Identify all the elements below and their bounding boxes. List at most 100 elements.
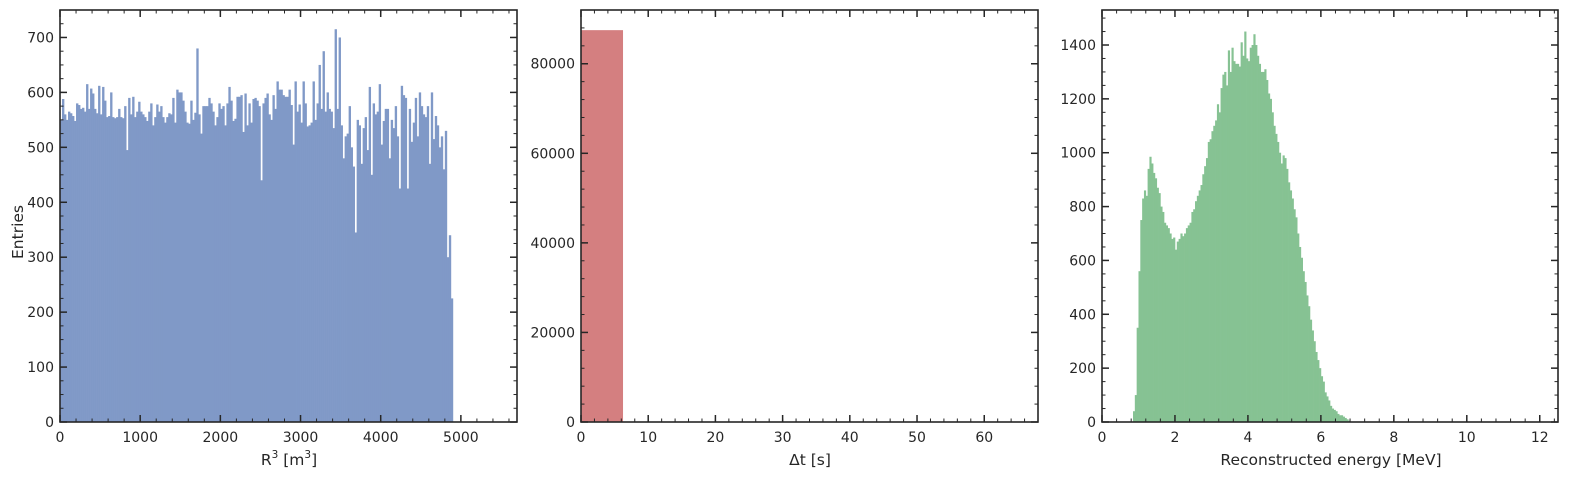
histogram-bar bbox=[1313, 341, 1316, 422]
histogram-bar bbox=[360, 163, 364, 422]
y-tick-label: 20000 bbox=[530, 325, 575, 341]
histogram-bar bbox=[222, 106, 225, 422]
histogram-bar bbox=[1339, 415, 1342, 422]
histogram-bar bbox=[112, 117, 115, 423]
histogram-bar bbox=[1262, 71, 1265, 423]
histogram-bar bbox=[426, 106, 430, 422]
histogram-bar bbox=[278, 89, 281, 423]
histogram-bar bbox=[172, 97, 175, 422]
histogram-bar bbox=[396, 136, 400, 422]
histogram-bar bbox=[412, 122, 416, 423]
histogram-bar bbox=[368, 86, 372, 422]
histogram-bar bbox=[1277, 141, 1280, 422]
histogram-bar bbox=[1162, 211, 1165, 422]
histogram-bar bbox=[168, 113, 171, 423]
histogram-bar bbox=[581, 30, 624, 423]
histogram-bar bbox=[1176, 241, 1179, 422]
histogram-bar bbox=[1189, 222, 1192, 422]
panel-dt-histogram: 0 10 20 30 40 50 60 0 20000 40000 60000 80000 bbox=[530, 9, 1039, 446]
histogram-bar bbox=[1278, 152, 1282, 422]
histogram-bar bbox=[146, 120, 149, 422]
histogram-bar bbox=[280, 89, 283, 423]
histogram-bar bbox=[1145, 195, 1148, 422]
histogram-bar bbox=[1253, 34, 1256, 423]
x-tick-label: 1000 bbox=[122, 430, 158, 446]
histogram-bar bbox=[1171, 238, 1174, 422]
histogram-bar bbox=[72, 116, 75, 423]
histogram-bar bbox=[224, 125, 227, 423]
histogram-bar bbox=[1180, 233, 1183, 422]
histogram-bar bbox=[1156, 187, 1159, 422]
histogram-bar bbox=[362, 128, 366, 423]
histogram-bar bbox=[1182, 236, 1185, 422]
y-tick-label: 0 bbox=[566, 415, 575, 431]
histogram-bar bbox=[352, 166, 355, 422]
histogram-bar bbox=[326, 92, 329, 423]
histogram-bar bbox=[324, 111, 327, 422]
histogram-bar bbox=[106, 117, 109, 423]
histogram-bar bbox=[316, 103, 319, 422]
histogram-bar bbox=[242, 131, 245, 422]
histogram-bar bbox=[122, 118, 125, 422]
histogram-bar bbox=[1242, 55, 1245, 422]
histogram-bar bbox=[1236, 63, 1240, 423]
histogram-bar bbox=[390, 119, 394, 423]
histogram-bar bbox=[1187, 225, 1190, 422]
histogram-bar bbox=[186, 122, 189, 423]
histogram-bar bbox=[1258, 63, 1262, 423]
histogram-bar bbox=[258, 106, 261, 422]
histogram-bar bbox=[232, 120, 235, 422]
histogram-bar bbox=[1211, 131, 1214, 422]
panel-r3-histogram: 0 1000 2000 3000 4000 5000 0 100 200 300 400 500 600… bbox=[27, 9, 518, 446]
histogram-bar bbox=[1297, 233, 1300, 422]
histogram-bar bbox=[306, 126, 309, 423]
histogram-bar bbox=[1231, 47, 1234, 422]
histogram-bar bbox=[170, 114, 173, 423]
histogram-bar bbox=[1284, 158, 1287, 422]
histogram-bar bbox=[398, 188, 402, 422]
histogram-bar bbox=[318, 64, 321, 423]
panel3-bars bbox=[1133, 31, 1351, 423]
histogram-bar bbox=[216, 117, 219, 423]
histogram-bar bbox=[1309, 319, 1313, 422]
histogram-bar bbox=[1273, 125, 1276, 422]
histogram-bar bbox=[310, 122, 313, 423]
histogram-bar bbox=[1249, 47, 1252, 422]
y-tick-label: 700 bbox=[27, 30, 54, 46]
histogram-bar bbox=[374, 114, 378, 423]
histogram-bar bbox=[1317, 360, 1320, 422]
y-tick-label: 400 bbox=[27, 195, 54, 211]
x-tick-label: 30 bbox=[774, 430, 792, 446]
histogram-bar bbox=[1280, 163, 1283, 423]
histogram-bar bbox=[1267, 93, 1271, 422]
panel2-xlabel: Δt [s] bbox=[789, 451, 831, 469]
histogram-bar bbox=[156, 104, 159, 423]
histogram-bar bbox=[388, 158, 392, 422]
histogram-bar bbox=[124, 106, 127, 422]
histogram-bar bbox=[288, 89, 291, 423]
histogram-bar bbox=[418, 92, 422, 423]
histogram-bar bbox=[1140, 220, 1143, 422]
histogram-bar bbox=[1164, 222, 1167, 422]
histogram-bar bbox=[190, 100, 193, 422]
y-tick-label: 600 bbox=[1069, 253, 1096, 269]
histogram-bar bbox=[332, 128, 335, 423]
histogram-bar bbox=[118, 108, 121, 422]
x-tick-label: 5000 bbox=[443, 430, 479, 446]
histogram-bar bbox=[1216, 104, 1220, 422]
histogram-bar bbox=[120, 117, 123, 423]
histogram-bar bbox=[126, 150, 129, 422]
histogram-bar bbox=[160, 106, 163, 422]
histogram-bar bbox=[366, 150, 370, 422]
histogram-bar bbox=[420, 106, 424, 422]
histogram-bar bbox=[382, 120, 386, 422]
histogram-bar bbox=[1143, 190, 1147, 422]
histogram-bar bbox=[1330, 405, 1333, 422]
histogram-bar bbox=[1154, 178, 1158, 422]
histogram-bar bbox=[1153, 172, 1156, 422]
histogram-bar bbox=[70, 113, 73, 423]
x-tick-label: 4000 bbox=[363, 430, 399, 446]
histogram-bar bbox=[1251, 45, 1254, 422]
histogram-bar bbox=[206, 106, 209, 422]
histogram-bar bbox=[322, 51, 325, 422]
